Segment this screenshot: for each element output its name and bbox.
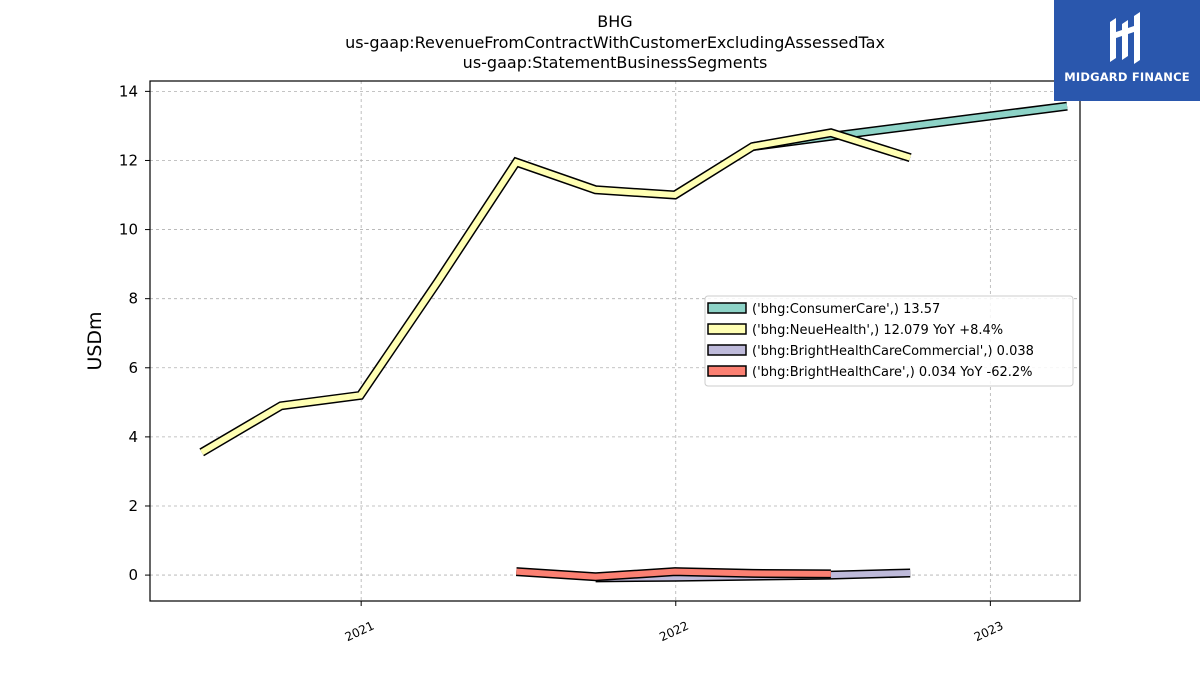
legend-entry: ('bhg:NeueHealth',) 12.079 YoY +8.4%	[752, 323, 1003, 338]
legend-swatch	[707, 323, 747, 335]
series-line	[516, 568, 831, 580]
plot-series	[199, 101, 1068, 583]
legend-entry: ('bhg:BrightHealthCareCommercial',) 0.03…	[752, 344, 1034, 359]
series-1	[199, 128, 912, 457]
y-tick-label: 12	[119, 151, 138, 169]
y-tick-label: 14	[119, 82, 138, 100]
y-tick-label: 0	[128, 566, 138, 584]
y-tick-label: 8	[128, 290, 138, 308]
legend-swatch	[707, 365, 747, 377]
y-axis-label: USDm	[84, 311, 106, 370]
legend-swatch	[707, 302, 747, 314]
midgard-finance-logo: MIDGARD FINANCE	[1054, 0, 1200, 101]
logo-mark-icon	[1110, 12, 1140, 64]
y-tick-label: 6	[128, 359, 138, 377]
y-tick-label: 4	[128, 428, 138, 446]
legend: ('bhg:ConsumerCare',) 13.57 ('bhg:NeueHea…	[704, 295, 1074, 387]
legend-box	[704, 295, 1074, 387]
y-tick-label: 2	[128, 497, 138, 515]
logo-text: MIDGARD FINANCE	[1064, 70, 1190, 84]
x-tick-label: 2022	[657, 619, 691, 645]
chart-title-line-1: BHG	[597, 12, 632, 31]
x-tick-label: 2023	[972, 619, 1006, 645]
plot-frame	[149, 80, 1081, 602]
chart-title: BHG us-gaap:RevenueFromContractWithCusto…	[345, 12, 885, 72]
chart-title-line-2: us-gaap:RevenueFromContractWithCustomerE…	[345, 33, 885, 52]
y-axis: 0 2 4 6 8 10 12 14	[119, 82, 150, 584]
chart-title-line-3: us-gaap:StatementBusinessSegments	[463, 53, 768, 72]
legend-entry: ('bhg:ConsumerCare',) 13.57	[752, 302, 940, 317]
legend-entry: ('bhg:BrightHealthCare',) 0.034 YoY -62.…	[752, 365, 1033, 380]
x-tick-label: 2021	[343, 619, 377, 645]
y-tick-label: 10	[119, 221, 138, 239]
series-3	[516, 567, 831, 582]
series-line	[200, 129, 912, 455]
x-axis: 2021 2022 2023	[343, 601, 1006, 645]
legend-swatch	[707, 344, 747, 356]
